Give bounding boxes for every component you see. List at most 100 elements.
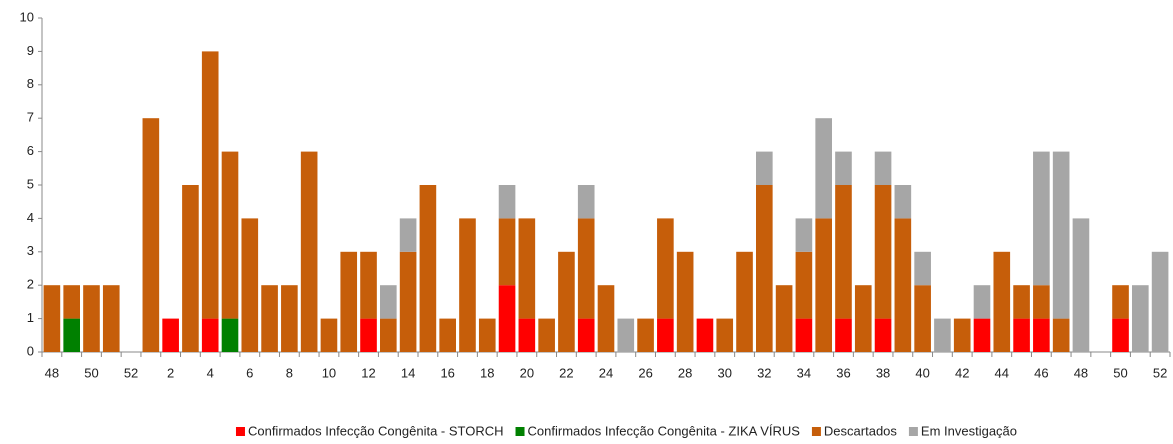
bar-segment: [795, 318, 813, 352]
x-tick-label: 16: [440, 365, 454, 380]
bar-segment: [756, 185, 773, 352]
bar-segment: [162, 318, 179, 352]
x-tick-label: 4: [207, 365, 214, 380]
bar-segment: [874, 318, 892, 352]
bar-segment: [835, 185, 852, 319]
x-tick-label: 52: [124, 365, 138, 380]
bar-segment: [676, 251, 694, 352]
y-tick-label: 3: [27, 243, 34, 258]
bar-segment: [716, 318, 734, 352]
x-tick-label: 36: [836, 365, 850, 380]
bar-segment: [182, 185, 199, 352]
x-tick-label: 12: [361, 365, 375, 380]
bar-segment: [617, 318, 635, 352]
bar-segment: [657, 218, 674, 319]
bar-segment: [894, 218, 912, 352]
legend-label: Confirmados Infecção Congênita - ZIKA VÍ…: [528, 423, 801, 438]
bar-segment: [934, 318, 951, 352]
y-tick-label: 0: [27, 343, 34, 358]
y-tick-label: 4: [27, 210, 34, 225]
legend-label: Em Investigação: [921, 423, 1017, 438]
x-tick-label: 6: [246, 365, 253, 380]
bar-segment: [102, 285, 120, 352]
bar-segment: [498, 218, 516, 286]
x-tick-label: 14: [401, 365, 415, 380]
bar-segment: [320, 318, 338, 352]
bar-segment: [83, 285, 100, 352]
bar-segment: [498, 185, 516, 219]
bar-segment: [597, 285, 615, 352]
bar-segment: [756, 151, 773, 185]
x-tick-label: 2: [167, 365, 174, 380]
x-tick-label: 48: [1074, 365, 1088, 380]
bar-segment: [459, 218, 476, 352]
bar-segment: [815, 118, 832, 219]
x-tick-label: 50: [1113, 365, 1127, 380]
x-tick-label: 46: [1034, 365, 1048, 380]
bar-segment: [775, 285, 793, 352]
bar-segment: [894, 185, 912, 219]
x-tick-label: 44: [995, 365, 1009, 380]
bar-segment: [1052, 318, 1070, 352]
legend-swatch: [515, 427, 525, 436]
x-tick-label: 32: [757, 365, 771, 380]
legend-label: Descartados: [824, 423, 897, 438]
legend-swatch: [811, 427, 821, 436]
bar-segment: [1033, 151, 1050, 286]
bar-segment: [795, 218, 813, 252]
x-tick-label: 52: [1153, 365, 1167, 380]
bar-segment: [221, 151, 239, 319]
y-tick-label: 7: [27, 110, 34, 125]
x-tick-label: 30: [718, 365, 732, 380]
y-tick-label: 6: [27, 143, 34, 158]
x-tick-label: 38: [876, 365, 890, 380]
bar-segment: [993, 251, 1011, 352]
bar-segment: [241, 218, 259, 352]
bar-segment: [261, 285, 278, 352]
y-tick-label: 5: [27, 176, 34, 191]
x-tick-label: 26: [638, 365, 652, 380]
bar-segment: [657, 318, 674, 352]
bar-segment: [399, 251, 417, 352]
bar-segment: [281, 285, 298, 352]
x-tick-label: 24: [599, 365, 613, 380]
bar-segment: [1013, 285, 1030, 319]
bar-segment: [795, 251, 813, 319]
bar-segment: [300, 151, 318, 352]
legend-swatch: [235, 427, 245, 436]
bar-segment: [538, 318, 555, 352]
bar-segment: [973, 318, 991, 352]
x-tick-label: 50: [84, 365, 98, 380]
bar-segment: [1151, 251, 1169, 352]
y-tick-label: 2: [27, 277, 34, 292]
bar-segment: [360, 318, 377, 352]
y-tick-label: 8: [27, 76, 34, 91]
bar-segment: [63, 285, 80, 319]
x-tick-label: 34: [797, 365, 811, 380]
bar-segment: [1052, 151, 1070, 319]
x-tick-label: 8: [286, 365, 293, 380]
bar-segment: [854, 285, 872, 352]
bar-segment: [360, 251, 377, 319]
bar-segment: [1033, 285, 1050, 319]
bar-segment: [1033, 318, 1050, 352]
bar-segment: [577, 218, 595, 319]
bar-segment: [577, 318, 595, 352]
bar-segment: [142, 118, 160, 352]
bar-segment: [696, 318, 714, 352]
bar-segment: [439, 318, 456, 352]
bar-segment: [518, 318, 536, 352]
y-tick-label: 10: [20, 9, 34, 24]
x-tick-label: 48: [45, 365, 59, 380]
bar-segment: [637, 318, 654, 352]
legend-label: Confirmados Infecção Congênita - STORCH: [248, 423, 504, 438]
bar-segment: [835, 151, 852, 185]
y-tick-label: 9: [27, 43, 34, 58]
bar-segment: [340, 251, 358, 352]
bar-segment: [577, 185, 595, 219]
x-tick-label: 40: [915, 365, 929, 380]
x-tick-label: 42: [955, 365, 969, 380]
bar-segment: [1112, 318, 1129, 352]
